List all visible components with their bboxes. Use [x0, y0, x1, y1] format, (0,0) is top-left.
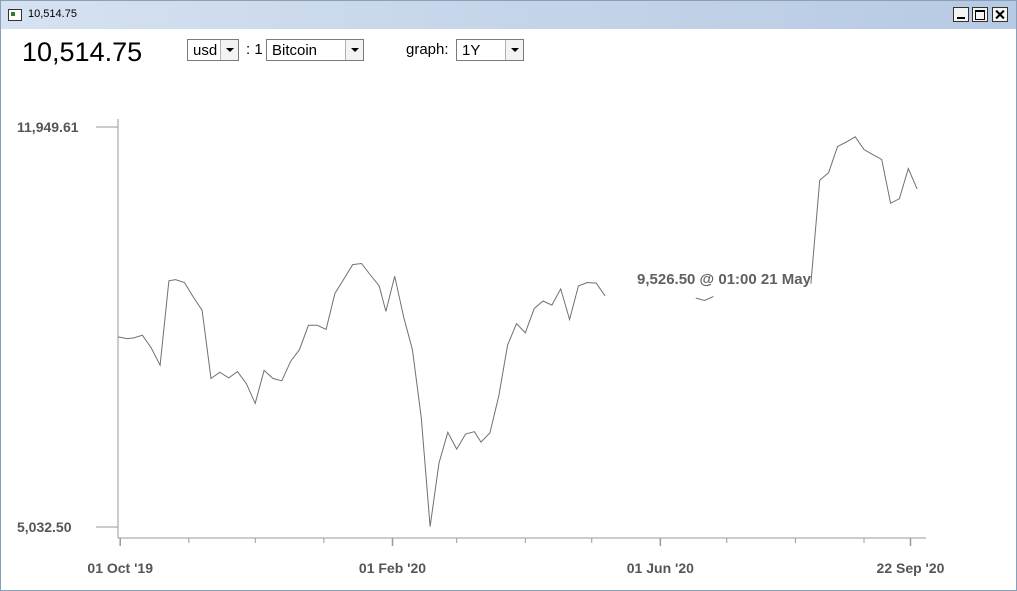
graph-range-value: 1Y	[462, 42, 481, 59]
chart-axes	[96, 119, 926, 546]
current-price: 10,514.75	[22, 37, 143, 67]
chevron-down-icon[interactable]	[345, 40, 363, 60]
close-button[interactable]	[992, 7, 1008, 22]
maximize-button[interactable]	[972, 7, 988, 22]
hover-tooltip: 9,526.50 @ 01:00 21 May	[637, 271, 812, 288]
y-axis-labels: 11,949.61 5,032.50	[17, 119, 79, 535]
series-line	[117, 262, 606, 527]
series-line	[810, 136, 918, 284]
y-tick-label: 11,949.61	[17, 119, 79, 135]
title-bar[interactable]: 10,514.75	[1, 1, 1016, 29]
window-title: 10,514.75	[28, 8, 77, 20]
ratio-separator: : 1	[246, 41, 263, 58]
x-tick-label: 01 Jun '20	[627, 560, 694, 576]
graph-range-select[interactable]: 1Y	[456, 39, 524, 61]
currency-select[interactable]: usd	[187, 39, 239, 61]
x-axis-labels: 01 Oct '19 01 Feb '20 01 Jun '20 22 Sep '20	[87, 560, 944, 576]
minimize-button[interactable]	[953, 7, 969, 22]
chevron-down-icon[interactable]	[220, 40, 238, 60]
chevron-down-icon[interactable]	[505, 40, 523, 60]
coin-select[interactable]: Bitcoin	[266, 39, 364, 61]
graph-label: graph:	[406, 41, 449, 58]
series-line	[695, 295, 714, 302]
x-tick-label: 22 Sep '20	[877, 560, 945, 576]
x-tick-label: 01 Oct '19	[87, 560, 153, 576]
app-icon	[8, 9, 22, 21]
price-series	[117, 136, 918, 527]
x-tick-label: 01 Feb '20	[359, 560, 426, 576]
y-tick-label: 5,032.50	[17, 519, 72, 535]
currency-value: usd	[193, 42, 218, 59]
coin-value: Bitcoin	[272, 42, 318, 59]
